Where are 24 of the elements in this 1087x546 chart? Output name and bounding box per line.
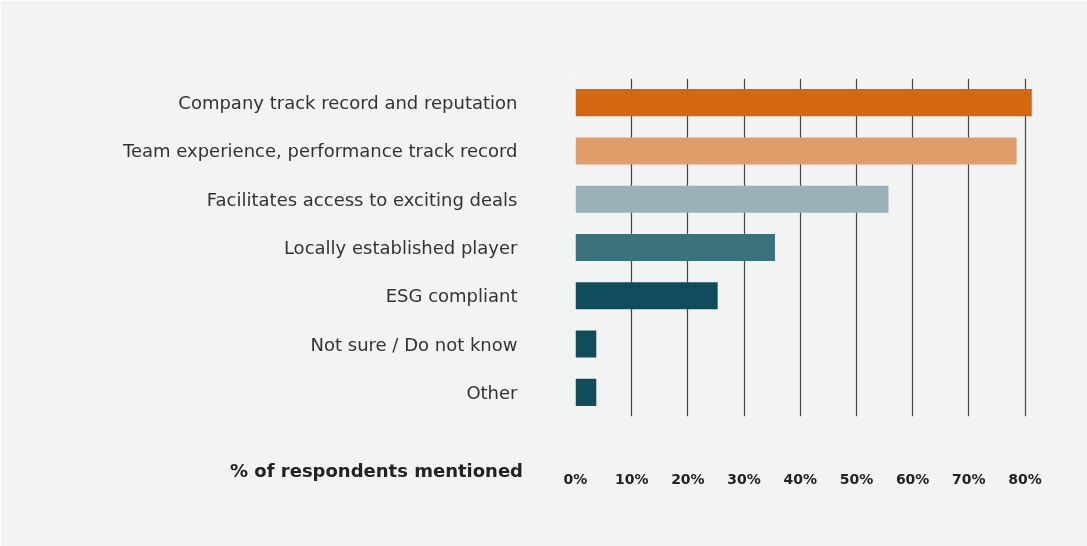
- y-tick-label: Other: [466, 381, 519, 403]
- x-axis-title: % of respondents mentioned: [230, 459, 523, 483]
- x-tick-label: 30%: [727, 470, 761, 487]
- bar: [575, 185, 889, 213]
- bar: [575, 378, 597, 406]
- y-tick-label: Locally established player: [283, 237, 519, 258]
- bar: [575, 89, 1032, 117]
- bar: [575, 137, 1017, 165]
- x-tick-label: 60%: [895, 470, 930, 487]
- bar: [575, 282, 718, 310]
- bar: [575, 330, 597, 358]
- x-tick-label: 0%: [563, 470, 588, 487]
- x-tick-label: 70%: [952, 470, 986, 487]
- x-tick-label: 50%: [839, 470, 874, 487]
- y-tick-label: Facilitates access to exciting deals: [206, 188, 518, 210]
- y-tick-label: ESG compliant: [385, 285, 518, 307]
- x-tick-label: 20%: [671, 470, 705, 487]
- bar: [575, 233, 775, 262]
- x-tick-label: 80%: [1008, 470, 1042, 487]
- y-tick-label: Not sure / Do not know: [310, 333, 518, 355]
- y-tick-label: Team experience, performance track record: [121, 140, 518, 162]
- x-tick-label: 10%: [614, 470, 649, 487]
- y-tick-label: Company track record and reputation: [178, 92, 518, 114]
- x-tick-label: 40%: [783, 470, 818, 487]
